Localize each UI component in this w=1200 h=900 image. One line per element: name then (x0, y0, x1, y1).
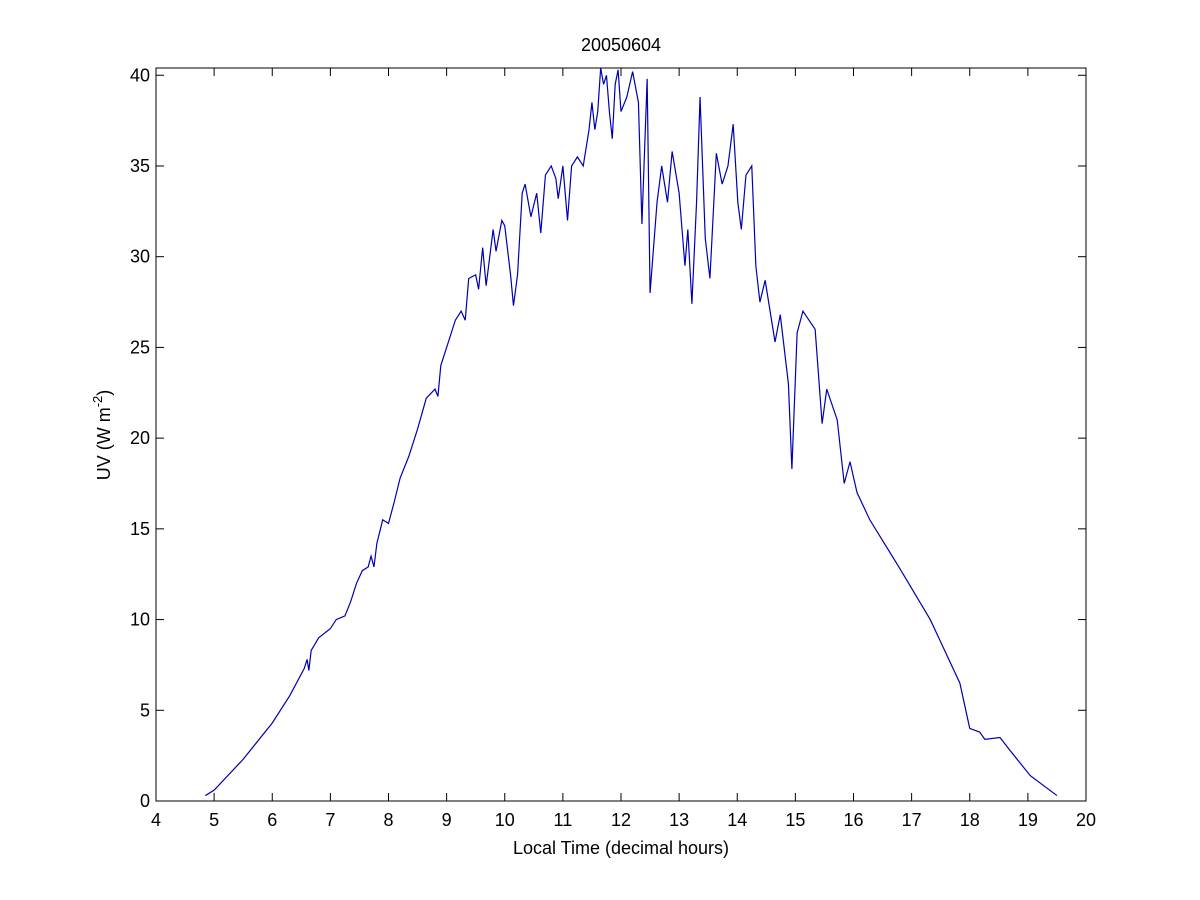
y-tick-label: 10 (130, 610, 150, 630)
y-axis-label: UV (W m-2) (90, 390, 114, 481)
y-axis-label-part: ) (94, 390, 114, 396)
x-tick-label: 15 (785, 810, 805, 830)
x-tick-label: 7 (325, 810, 335, 830)
x-tick-label: 17 (902, 810, 922, 830)
plot-area (155, 67, 1087, 802)
x-tick-label: 13 (669, 810, 689, 830)
x-tick-label: 6 (267, 810, 277, 830)
x-tick-label: 11 (554, 810, 573, 830)
y-tick-label: 40 (130, 65, 150, 85)
y-axis-label-part: UV (W m (94, 407, 114, 480)
x-tick-label: 12 (611, 810, 631, 830)
x-tick-label: 4 (151, 810, 161, 830)
x-tick-label: 8 (383, 810, 393, 830)
y-tick-label: 0 (140, 791, 150, 811)
y-tick-label: 35 (130, 156, 150, 176)
y-tick-label: 20 (130, 428, 150, 448)
y-tick-label: 15 (130, 519, 150, 539)
y-axis-label-sup: -2 (90, 396, 105, 408)
x-tick-label: 9 (442, 810, 452, 830)
chart-title: 20050604 (581, 35, 661, 55)
y-tick-label: 5 (140, 700, 150, 720)
x-tick-label: 10 (495, 810, 515, 830)
x-tick-label: 20 (1076, 810, 1096, 830)
x-tick-label: 14 (727, 810, 747, 830)
data-line (205, 67, 1058, 797)
x-axis-label: Local Time (decimal hours) (513, 838, 729, 858)
x-tick-label: 18 (960, 810, 980, 830)
x-tick-label: 16 (843, 810, 863, 830)
y-tick-label: 25 (130, 337, 150, 357)
x-tick-label: 19 (1018, 810, 1038, 830)
y-tick-label: 30 (130, 247, 150, 267)
x-tick-label: 5 (209, 810, 219, 830)
